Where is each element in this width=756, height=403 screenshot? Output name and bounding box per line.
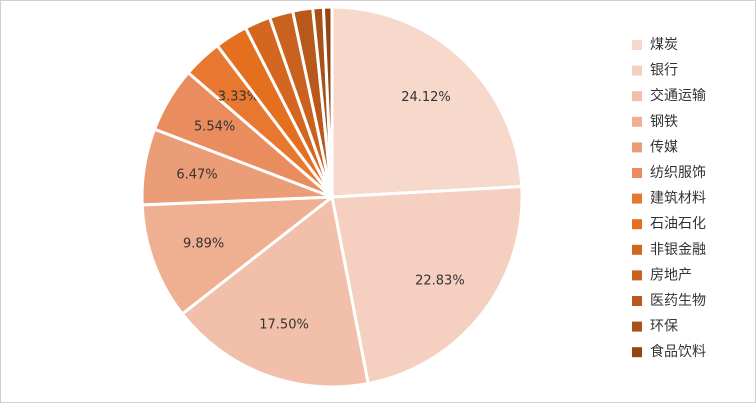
legend-label: 石油石化 xyxy=(650,216,706,232)
pie-slice xyxy=(330,5,524,199)
pie-slice xyxy=(140,195,337,317)
legend-swatch xyxy=(632,116,642,127)
pie-slice xyxy=(330,184,524,386)
legend-label: 传媒 xyxy=(650,139,678,155)
value-label: 6.47% xyxy=(176,167,217,182)
legend-swatch xyxy=(632,347,642,358)
legend-label: 非银金融 xyxy=(650,242,706,258)
value-label: 9.89% xyxy=(183,237,224,252)
legend-label: 食品饮料 xyxy=(650,343,706,360)
value-label: 5.54% xyxy=(194,119,235,134)
legend-label: 交通运输 xyxy=(650,87,706,104)
legend-label: 煤炭 xyxy=(650,37,678,53)
legend-label: 建筑材料 xyxy=(650,191,706,207)
legend-label: 医药生物 xyxy=(650,293,706,309)
value-label: 3.33% xyxy=(218,90,259,105)
legend-swatch xyxy=(632,168,642,178)
legend-label: 环保 xyxy=(650,319,678,335)
legend-label: 纺织服饰 xyxy=(650,165,706,181)
value-label: 22.83% xyxy=(415,274,465,289)
legend-swatch xyxy=(632,142,642,153)
legend-swatch xyxy=(632,219,642,230)
legend-swatch xyxy=(632,65,642,76)
legend-swatch xyxy=(632,244,642,255)
value-label: 24.12% xyxy=(401,90,451,105)
legend-swatch xyxy=(632,270,642,281)
legend-label: 银行 xyxy=(650,63,678,79)
legend-swatch xyxy=(632,321,642,332)
legend-label: 钢铁 xyxy=(650,114,678,130)
pie-slice xyxy=(321,5,334,198)
value-label: 17.50% xyxy=(259,318,309,333)
legend-swatch xyxy=(632,40,642,50)
legend-swatch xyxy=(632,296,642,306)
legend-swatch xyxy=(632,91,642,102)
legend-label: 房地产 xyxy=(650,267,692,283)
legend-swatch xyxy=(632,193,642,204)
pie-slice xyxy=(180,194,370,389)
